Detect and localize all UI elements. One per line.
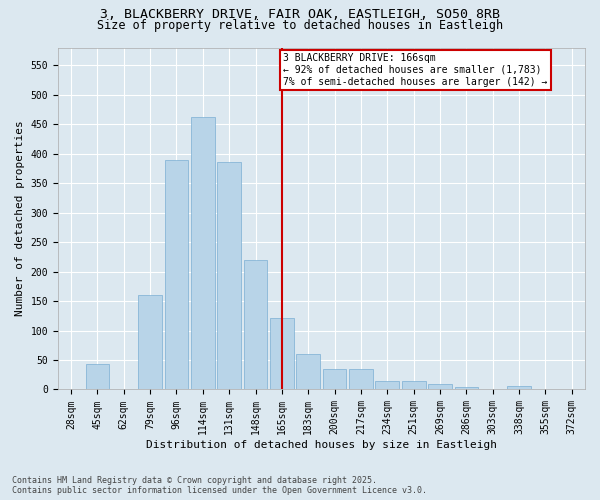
Bar — [164, 160, 188, 390]
Bar — [244, 260, 268, 390]
Bar — [455, 386, 478, 390]
Text: Contains HM Land Registry data © Crown copyright and database right 2025.
Contai: Contains HM Land Registry data © Crown c… — [12, 476, 427, 495]
Bar — [191, 117, 215, 390]
Bar — [270, 318, 294, 390]
Bar — [323, 369, 346, 390]
Bar — [349, 369, 373, 390]
Text: 3 BLACKBERRY DRIVE: 166sqm
← 92% of detached houses are smaller (1,783)
7% of se: 3 BLACKBERRY DRIVE: 166sqm ← 92% of deta… — [283, 54, 548, 86]
X-axis label: Distribution of detached houses by size in Eastleigh: Distribution of detached houses by size … — [146, 440, 497, 450]
Bar — [402, 380, 425, 390]
Text: Size of property relative to detached houses in Eastleigh: Size of property relative to detached ho… — [97, 19, 503, 32]
Bar — [138, 295, 162, 390]
Bar — [217, 162, 241, 390]
Y-axis label: Number of detached properties: Number of detached properties — [15, 120, 25, 316]
Bar — [507, 386, 531, 390]
Bar — [296, 354, 320, 390]
Text: 3, BLACKBERRY DRIVE, FAIR OAK, EASTLEIGH, SO50 8RB: 3, BLACKBERRY DRIVE, FAIR OAK, EASTLEIGH… — [100, 8, 500, 20]
Bar — [376, 380, 399, 390]
Bar — [428, 384, 452, 390]
Bar — [86, 364, 109, 390]
